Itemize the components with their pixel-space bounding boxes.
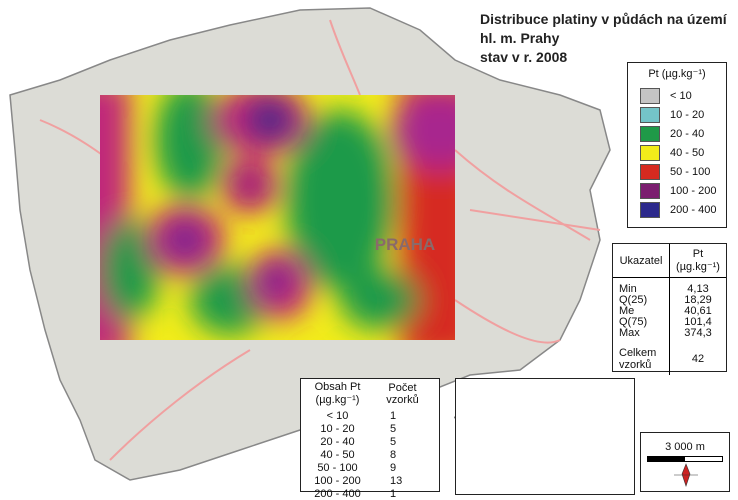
north-arrow [674,463,698,487]
header-cell: Ukazatel [619,254,663,267]
scale-label: 3 000 m [665,441,705,453]
title-line: hl. m. Prahy [480,30,560,46]
count-row: < 10 1 [305,410,435,423]
count-cell: < 10 [326,410,349,422]
legend-item: 10 - 20 [634,105,720,124]
legend-swatch [640,144,660,161]
stats-row: Max 374,3 [613,328,726,339]
stats-cell: 101,4 [669,317,726,328]
legend-swatch [640,125,660,142]
count-row: 100 - 200 13 [305,475,435,488]
count-cell: 5 [390,436,397,448]
count-cell: 8 [390,449,397,461]
stats-cell: Min [619,283,637,295]
scale-bar [647,456,723,462]
legend-label: 40 - 50 [670,146,705,159]
count-cell: 50 - 100 [317,462,358,474]
title-line: Distribuce platiny v půdách na území [480,11,727,27]
count-row: 10 - 20 5 [305,423,435,436]
header-cell: Obsah Pt (µg.kg⁻¹) [314,381,361,406]
stats-table: Ukazatel Pt (µg.kg⁻¹) Min 4,13 Q(25) 18,29 Me 4… [612,243,727,375]
legend-label: < 10 [670,89,692,102]
header-cell: Počet vzorků [386,381,419,406]
legend-item: 40 - 50 [634,143,720,162]
legend: Pt (µg.kg⁻¹) < 10 10 - 20 20 - 40 40 - 50 50… [627,62,727,228]
legend-swatch [640,201,660,218]
count-cell: 10 - 20 [320,423,355,435]
legend-label: 50 - 100 [670,165,711,178]
stats-cell: Max [619,327,640,339]
legend-title: Pt (µg.kg⁻¹) [648,68,706,80]
stats-row: Min 4,13 [613,277,726,295]
count-cell: 13 [390,475,403,487]
stats-cell: 42 [669,339,726,375]
legend-item: 200 - 400 [634,200,720,219]
header-cell: Pt (µg.kg⁻¹) [669,244,726,278]
legend-item: 20 - 40 [634,124,720,143]
count-cell: 5 [390,423,397,435]
legend-label: 20 - 40 [670,127,705,140]
count-cell: 100 - 200 [314,475,361,487]
stats-cell: Q(25) [619,294,648,306]
count-cell: 9 [390,462,397,474]
legend-swatch [640,106,660,123]
legend-item: 100 - 200 [634,181,720,200]
count-cell: 200 - 400 [314,488,361,500]
legend-label: 10 - 20 [670,108,705,121]
map-label: PRAHA [375,235,435,254]
count-cell: 40 - 50 [320,449,355,461]
count-row: 50 - 100 9 [305,462,435,475]
stats-cell: Q(75) [619,316,648,328]
map-title: Distribuce platiny v půdách na území hl.… [480,10,727,67]
stats-cell: 40,61 [669,306,726,317]
stats-total: Celkem vzorků 42 [613,339,726,375]
scale-box: 3 000 m [640,432,730,492]
stats-row: Q(75) 101,4 [613,317,726,328]
legend-swatch [640,182,660,199]
count-cell: 1 [390,410,397,422]
stats-row: Me 40,61 [613,306,726,317]
legend-swatch [640,163,660,180]
count-row: 200 - 400 1 [305,488,435,500]
legend-item: 50 - 100 [634,162,720,181]
count-header: Obsah Pt (µg.kg⁻¹) Počet vzorků [305,381,435,410]
legend-label: 100 - 200 [670,184,717,197]
chart-frame [455,378,635,495]
count-row: 40 - 50 8 [305,449,435,462]
stats-cell: Me [619,305,635,317]
stats-grid: Ukazatel Pt (µg.kg⁻¹) Min 4,13 Q(25) 18,29 Me 4… [613,244,726,375]
count-grid: Obsah Pt (µg.kg⁻¹) Počet vzorků < 10 1 10 - … [305,381,435,500]
legend-item: < 10 [634,86,720,105]
stats-cell: 18,29 [669,295,726,306]
count-cell: 1 [390,488,397,500]
stats-row: Q(25) 18,29 [613,295,726,306]
count-cell: 20 - 40 [320,436,355,448]
legend-swatch [640,87,660,104]
legend-label: 200 - 400 [670,203,717,216]
count-row: 20 - 40 5 [305,436,435,449]
stats-cell: 4,13 [669,277,726,295]
stats-cell: 374,3 [669,328,726,339]
stats-cell: Celkem vzorků [619,347,657,371]
stats-header: Ukazatel Pt (µg.kg⁻¹) [613,244,726,278]
count-table: Obsah Pt (µg.kg⁻¹) Počet vzorků < 10 1 10 - … [300,378,440,500]
heatmap [100,95,455,340]
title-line: stav v r. 2008 [480,49,568,65]
